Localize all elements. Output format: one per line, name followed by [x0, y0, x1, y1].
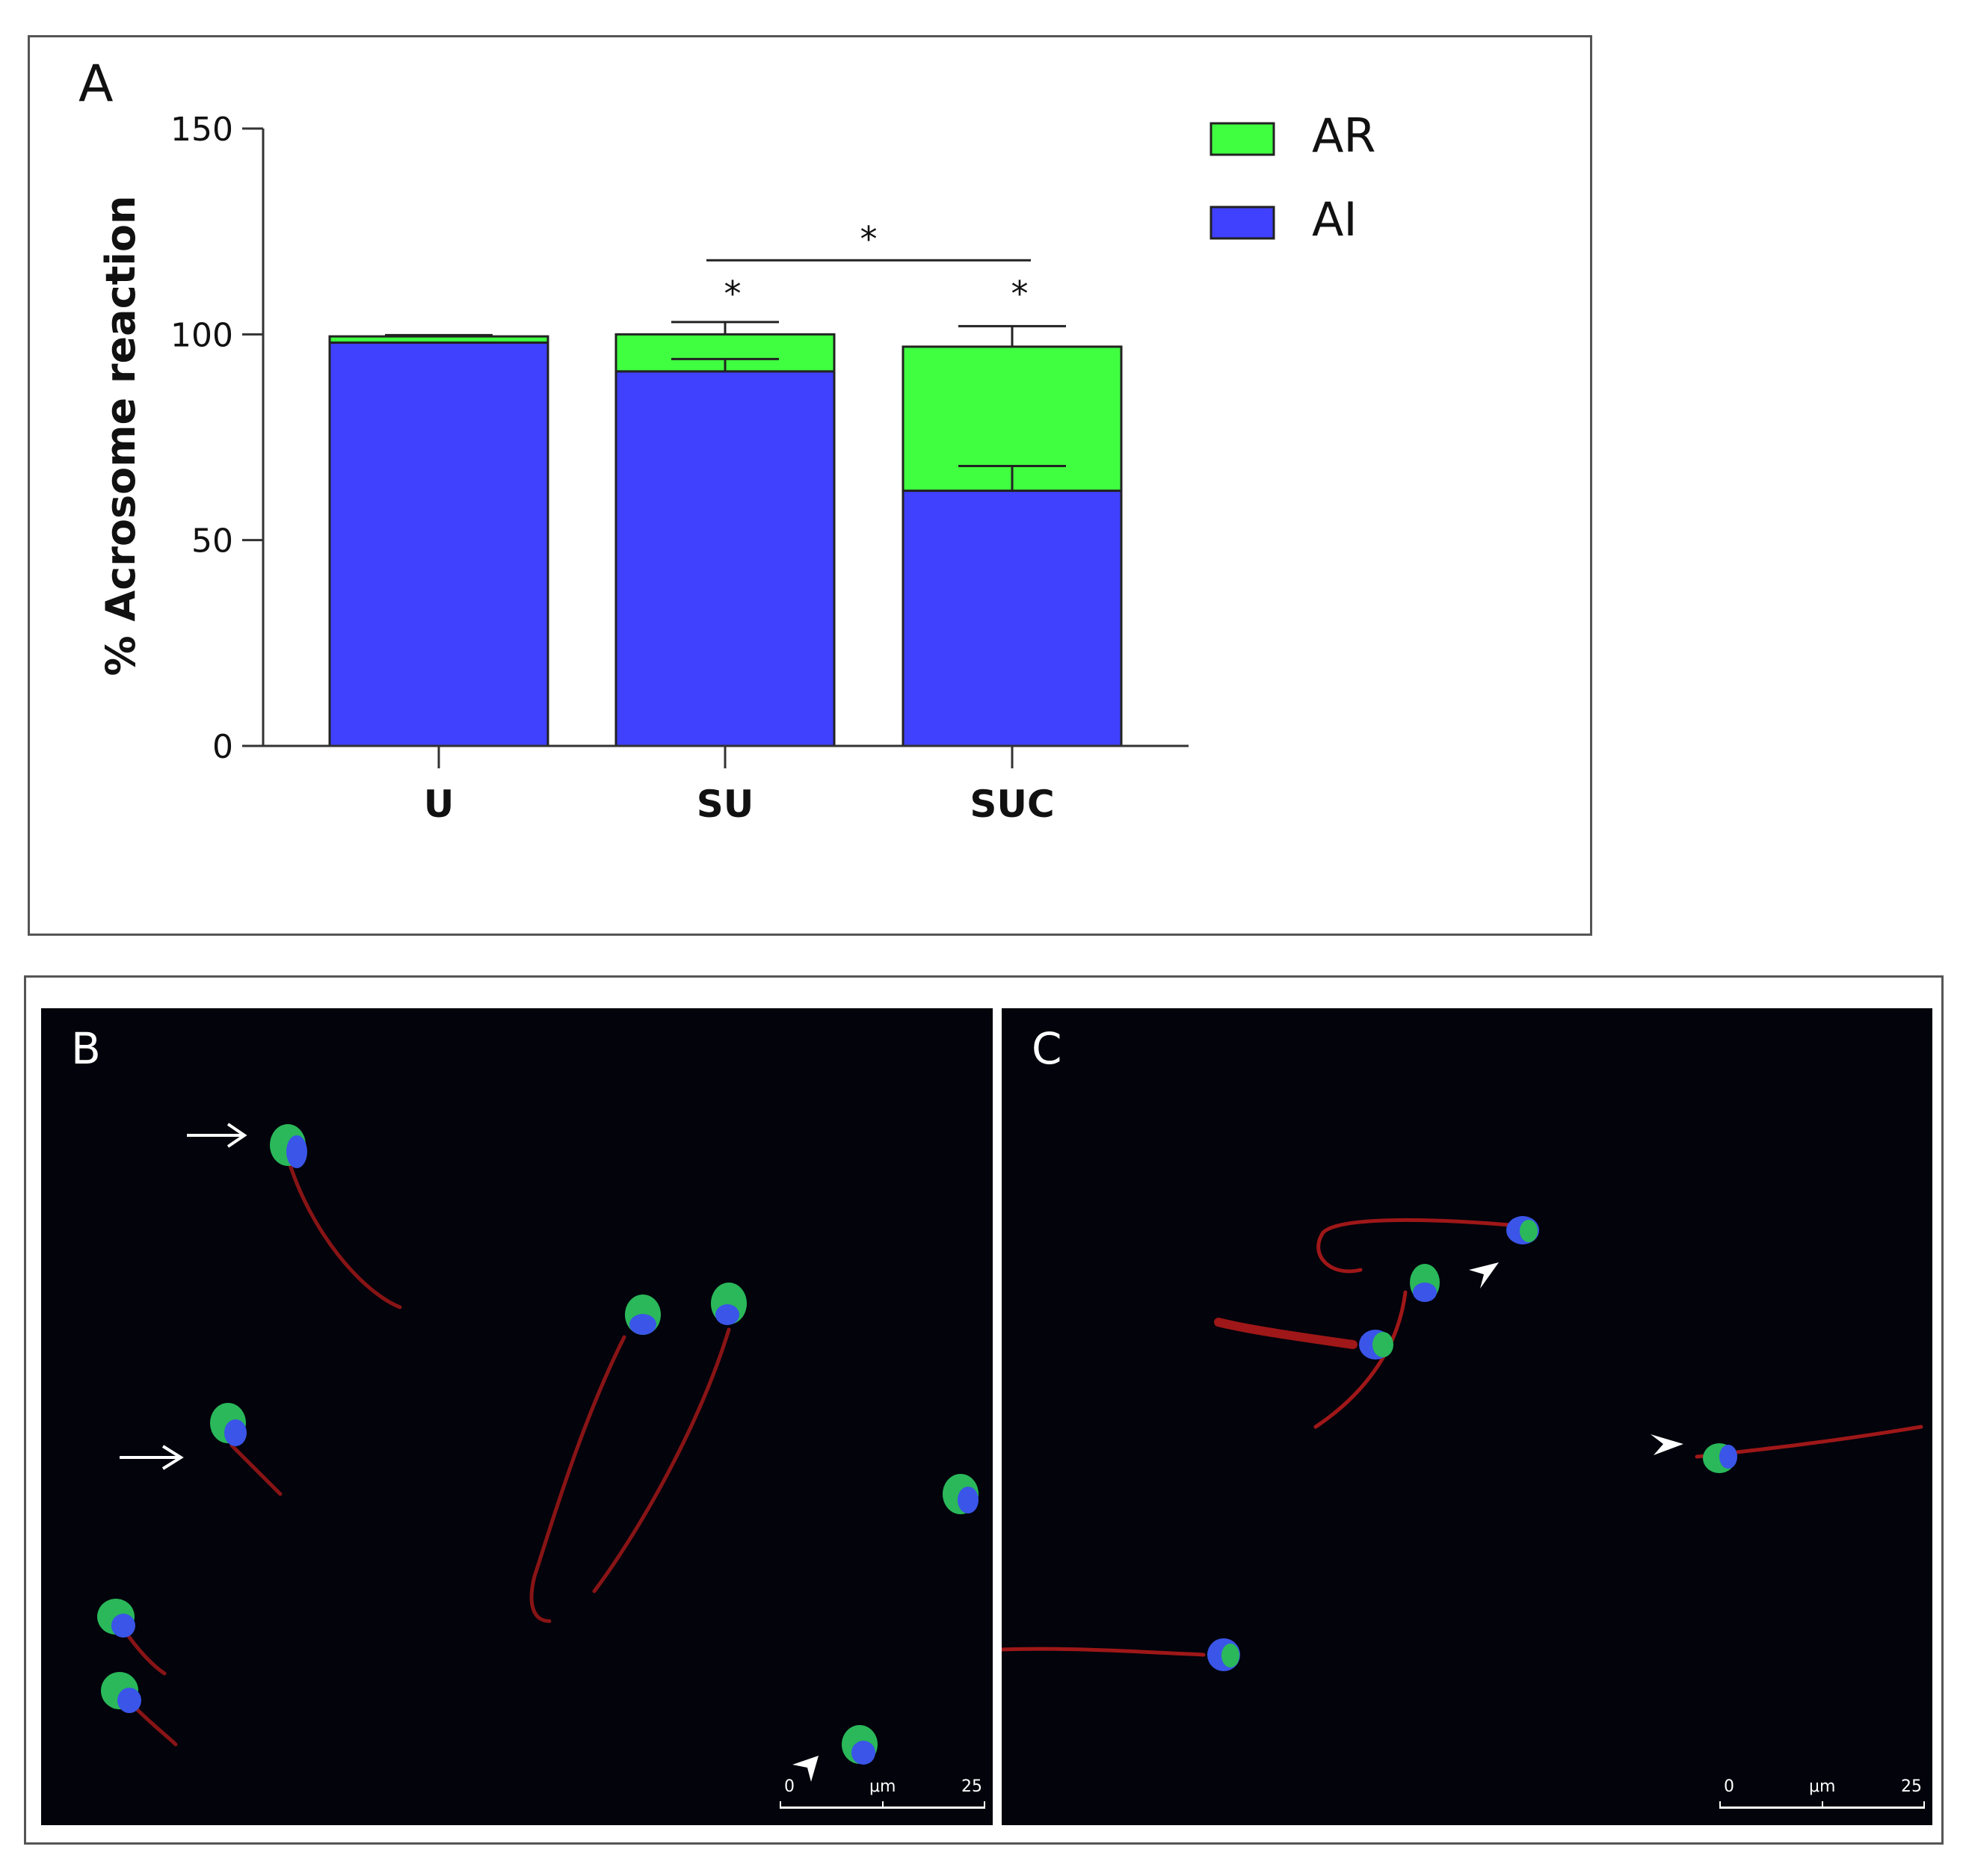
error-bars [385, 321, 1066, 491]
panel-label-a: A [78, 55, 114, 114]
micrograph-c: C 0 μm 25 [1002, 1008, 1932, 1825]
legend: AR AI [1210, 108, 1376, 247]
x-tick-label: U [424, 783, 454, 826]
significance-annotations: * * * [706, 219, 1031, 314]
acrosome-chart: A 0 50 100 150 U SU SUC % Acrosome reaction *… [78, 55, 1376, 826]
y-axis: 0 50 100 150 [170, 111, 265, 766]
bar-AI [614, 370, 836, 747]
legend-label: AI [1312, 192, 1358, 247]
x-tick-label: SU [697, 783, 754, 826]
arrowhead-icon [1469, 1262, 1683, 1455]
y-tick-label: 50 [191, 522, 233, 561]
panel-label-b: B [71, 1023, 101, 1074]
scale-bar-tick [984, 1801, 985, 1809]
scale-start: 0 [784, 1777, 795, 1796]
x-axis: U SU SUC [263, 744, 1189, 826]
scale-bar-b: 0 μm 25 [780, 1770, 985, 1815]
significance-star: * [724, 274, 742, 314]
bar-AR [328, 335, 549, 344]
scale-bar-c: 0 μm 25 [1719, 1770, 1925, 1815]
scale-unit: μm [1809, 1777, 1836, 1796]
micrograph-b: B 0 μm 25 [41, 1008, 993, 1825]
panel-label-c: C [1032, 1023, 1062, 1074]
significance-star: * [1011, 274, 1029, 314]
scale-bar-tick [882, 1801, 884, 1809]
sperm-heads-c [1207, 1216, 1737, 1671]
legend-label: AR [1312, 108, 1376, 163]
legend-swatch [1210, 122, 1275, 156]
scale-unit: μm [869, 1777, 896, 1796]
scale-start: 0 [1724, 1777, 1734, 1796]
sperm-heads-b [97, 1124, 979, 1765]
bar-AI [902, 490, 1123, 747]
scale-end: 25 [1901, 1777, 1922, 1796]
x-tick-label: SUC [970, 783, 1054, 826]
arrowhead-icon [792, 1756, 819, 1782]
y-tick-label: 100 [170, 316, 233, 354]
bars [328, 333, 1123, 747]
bar-AI [328, 341, 549, 747]
sperm-image-c [1002, 1216, 1923, 1671]
y-axis-label: % Acrosome reaction [97, 196, 144, 676]
scale-bar-tick [1719, 1801, 1721, 1809]
scale-bar-tick [1923, 1801, 1925, 1809]
y-tick-label: 0 [212, 728, 233, 766]
legend-swatch [1210, 206, 1275, 240]
scale-bar-tick [1822, 1801, 1823, 1809]
arrow-icon [120, 1123, 247, 1470]
significance-star: * [860, 219, 878, 259]
scale-end: 25 [961, 1777, 982, 1796]
sperm-image-b [97, 1123, 979, 1782]
scale-bar-tick [780, 1801, 781, 1809]
y-tick-label: 150 [170, 111, 233, 149]
